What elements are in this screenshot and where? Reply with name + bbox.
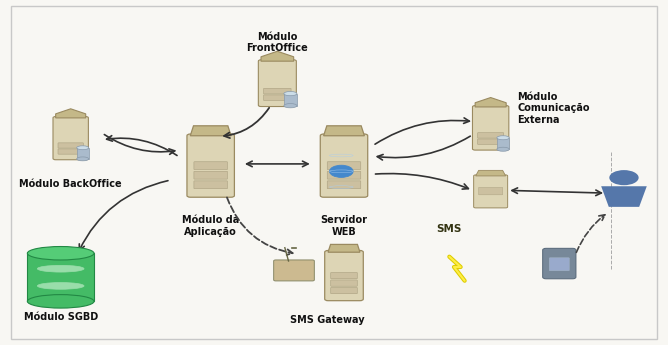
Text: SMS: SMS xyxy=(436,224,462,234)
FancyBboxPatch shape xyxy=(474,175,508,208)
FancyBboxPatch shape xyxy=(327,181,361,189)
Ellipse shape xyxy=(37,265,84,272)
FancyBboxPatch shape xyxy=(194,162,227,169)
Text: SMS Gateway: SMS Gateway xyxy=(290,315,365,325)
FancyBboxPatch shape xyxy=(331,287,357,294)
Text: Módulo
Comunicação
Externa: Módulo Comunicação Externa xyxy=(517,92,590,125)
FancyBboxPatch shape xyxy=(11,6,657,339)
Text: Módulo da
Aplicação: Módulo da Aplicação xyxy=(182,215,239,237)
Ellipse shape xyxy=(77,146,89,150)
Polygon shape xyxy=(190,126,231,136)
Ellipse shape xyxy=(27,247,94,260)
FancyBboxPatch shape xyxy=(327,171,361,179)
FancyBboxPatch shape xyxy=(58,149,84,154)
FancyBboxPatch shape xyxy=(325,250,363,301)
FancyBboxPatch shape xyxy=(542,248,576,279)
Polygon shape xyxy=(601,186,647,207)
FancyBboxPatch shape xyxy=(327,162,361,169)
Ellipse shape xyxy=(27,295,94,308)
Polygon shape xyxy=(328,244,360,252)
Polygon shape xyxy=(261,51,294,61)
FancyBboxPatch shape xyxy=(187,134,234,197)
Text: Módulo SGBD: Módulo SGBD xyxy=(23,312,98,322)
FancyBboxPatch shape xyxy=(264,88,291,94)
Text: Módulo
FrontOffice: Módulo FrontOffice xyxy=(246,32,308,53)
Ellipse shape xyxy=(77,157,89,161)
FancyBboxPatch shape xyxy=(478,187,503,195)
Ellipse shape xyxy=(497,147,509,151)
FancyBboxPatch shape xyxy=(331,280,357,286)
FancyBboxPatch shape xyxy=(274,260,315,281)
Ellipse shape xyxy=(37,283,84,289)
Circle shape xyxy=(609,170,639,185)
Ellipse shape xyxy=(497,136,509,140)
FancyBboxPatch shape xyxy=(259,60,297,107)
Bar xyxy=(497,138,509,149)
FancyBboxPatch shape xyxy=(264,95,291,100)
Bar xyxy=(27,253,94,301)
FancyBboxPatch shape xyxy=(478,133,504,138)
FancyBboxPatch shape xyxy=(331,273,357,279)
FancyBboxPatch shape xyxy=(194,181,227,189)
Polygon shape xyxy=(476,170,506,176)
FancyBboxPatch shape xyxy=(549,258,569,271)
FancyBboxPatch shape xyxy=(53,117,88,160)
Polygon shape xyxy=(323,126,364,136)
Bar xyxy=(77,148,89,159)
FancyBboxPatch shape xyxy=(194,171,227,179)
FancyBboxPatch shape xyxy=(320,134,367,197)
FancyBboxPatch shape xyxy=(472,106,509,150)
FancyBboxPatch shape xyxy=(478,139,504,144)
Polygon shape xyxy=(475,98,506,107)
Circle shape xyxy=(329,165,353,177)
Text: Servidor
WEB: Servidor WEB xyxy=(321,215,367,237)
Bar xyxy=(284,93,297,106)
Polygon shape xyxy=(55,109,86,118)
Ellipse shape xyxy=(284,104,297,108)
Text: Módulo BackOffice: Módulo BackOffice xyxy=(19,179,122,189)
Ellipse shape xyxy=(284,91,297,96)
FancyBboxPatch shape xyxy=(58,143,84,148)
